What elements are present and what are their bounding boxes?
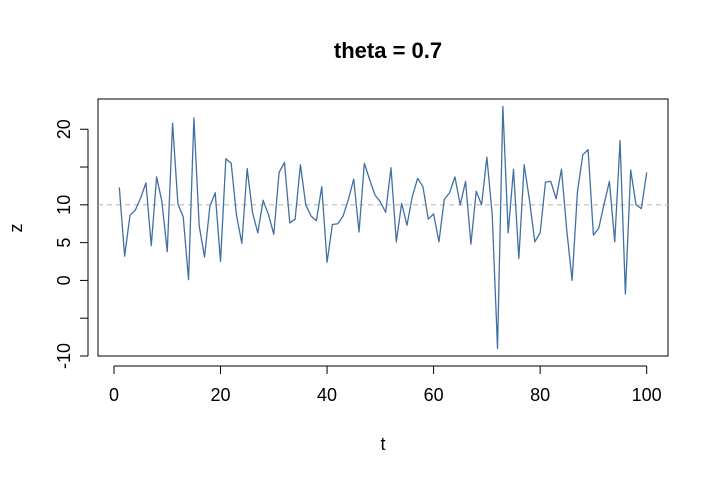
x-axis: 0 20 40 60 80 100 [109,365,662,405]
x-tick-label: 100 [632,385,662,405]
y-tick-label: 0 [54,275,74,285]
y-axis-label: z [6,224,26,233]
x-tick-label: 40 [317,385,337,405]
y-tick-label: -10 [54,343,74,369]
y-axis: -10 0 5 10 20 [54,119,89,369]
x-tick-label: 20 [211,385,231,405]
x-tick-label: 0 [109,385,119,405]
x-tick-label: 60 [424,385,444,405]
series-group [118,105,648,350]
chart-title: theta = 0.7 [334,38,442,63]
y-tick-label: 5 [54,238,74,248]
x-axis-label: t [380,434,385,454]
y-tick-label: 20 [54,119,74,139]
series-line [118,105,648,350]
x-tick-label: 80 [530,385,550,405]
y-tick-label: 10 [54,195,74,215]
plot-frame [97,98,669,357]
